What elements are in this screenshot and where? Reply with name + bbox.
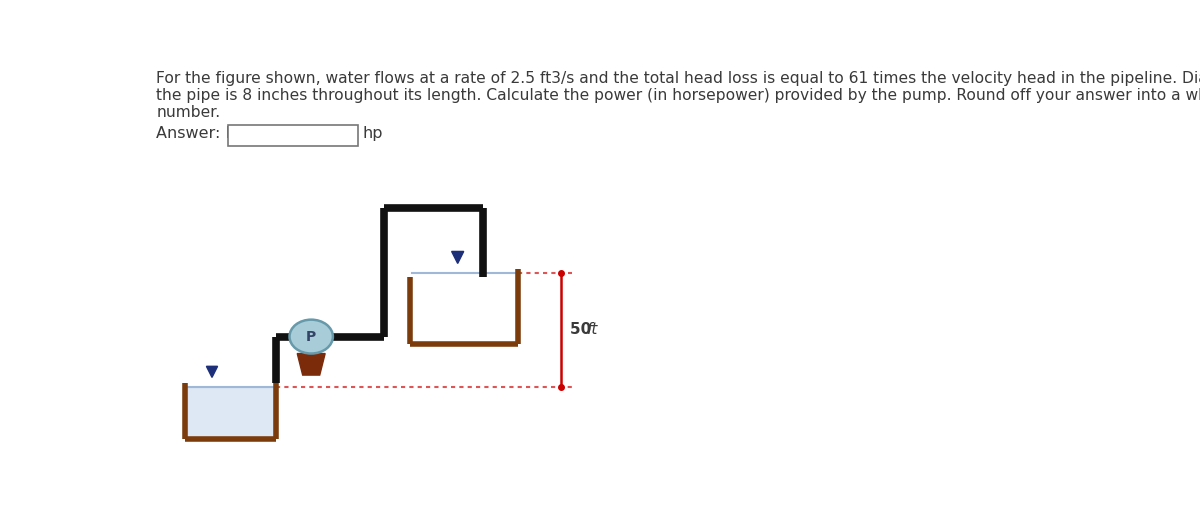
Text: For the figure shown, water flows at a rate of 2.5 ft3/s and the total head loss: For the figure shown, water flows at a r… [156, 71, 1200, 86]
Bar [228, 125, 358, 145]
Text: P: P [306, 329, 317, 344]
Text: the pipe is 8 inches throughout its length. Calculate the power (in horsepower) : the pipe is 8 inches throughout its leng… [156, 88, 1200, 103]
Text: ft: ft [587, 322, 599, 337]
Text: hp: hp [362, 126, 383, 141]
Text: Answer: P =: Answer: P = [156, 126, 254, 141]
Polygon shape [206, 366, 217, 377]
Polygon shape [298, 354, 325, 375]
Text: number.: number. [156, 105, 221, 120]
Polygon shape [451, 251, 463, 264]
Text: 50: 50 [570, 322, 596, 337]
Ellipse shape [289, 320, 332, 354]
